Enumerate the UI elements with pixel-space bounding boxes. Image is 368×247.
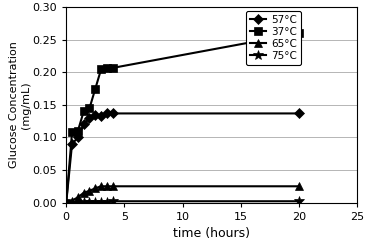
65°C — [110, 185, 115, 188]
Line: 37°C: 37°C — [62, 29, 303, 207]
75°C — [87, 200, 92, 203]
65°C — [81, 191, 86, 194]
37°C — [93, 87, 98, 90]
65°C — [70, 199, 74, 202]
65°C — [64, 201, 68, 204]
75°C — [70, 201, 74, 204]
75°C — [93, 200, 98, 203]
57°C — [297, 112, 301, 115]
65°C — [93, 187, 98, 190]
57°C — [81, 123, 86, 126]
57°C — [64, 201, 68, 204]
57°C — [105, 111, 109, 114]
65°C — [87, 189, 92, 192]
75°C — [110, 200, 115, 203]
Legend: 57°C, 37°C, 65°C, 75°C: 57°C, 37°C, 65°C, 75°C — [246, 11, 301, 65]
65°C — [105, 185, 109, 188]
Y-axis label: Glucose Concentration
(mg/mL): Glucose Concentration (mg/mL) — [10, 41, 31, 168]
57°C — [93, 113, 98, 116]
75°C — [76, 201, 80, 204]
X-axis label: time (hours): time (hours) — [173, 227, 250, 240]
37°C — [64, 201, 68, 204]
75°C — [64, 201, 68, 204]
65°C — [297, 185, 301, 188]
57°C — [76, 136, 80, 139]
37°C — [297, 32, 301, 35]
Line: 57°C: 57°C — [63, 109, 302, 206]
37°C — [105, 66, 109, 69]
75°C — [81, 200, 86, 203]
75°C — [297, 200, 301, 203]
37°C — [87, 107, 92, 110]
57°C — [70, 143, 74, 145]
Line: 65°C: 65°C — [62, 182, 303, 207]
57°C — [87, 117, 92, 120]
57°C — [99, 115, 103, 118]
57°C — [110, 112, 115, 115]
37°C — [81, 110, 86, 113]
37°C — [70, 131, 74, 134]
37°C — [76, 129, 80, 132]
75°C — [99, 200, 103, 203]
65°C — [76, 196, 80, 199]
Line: 75°C: 75°C — [61, 196, 304, 207]
65°C — [99, 185, 103, 188]
37°C — [99, 68, 103, 71]
75°C — [105, 200, 109, 203]
37°C — [110, 66, 115, 69]
